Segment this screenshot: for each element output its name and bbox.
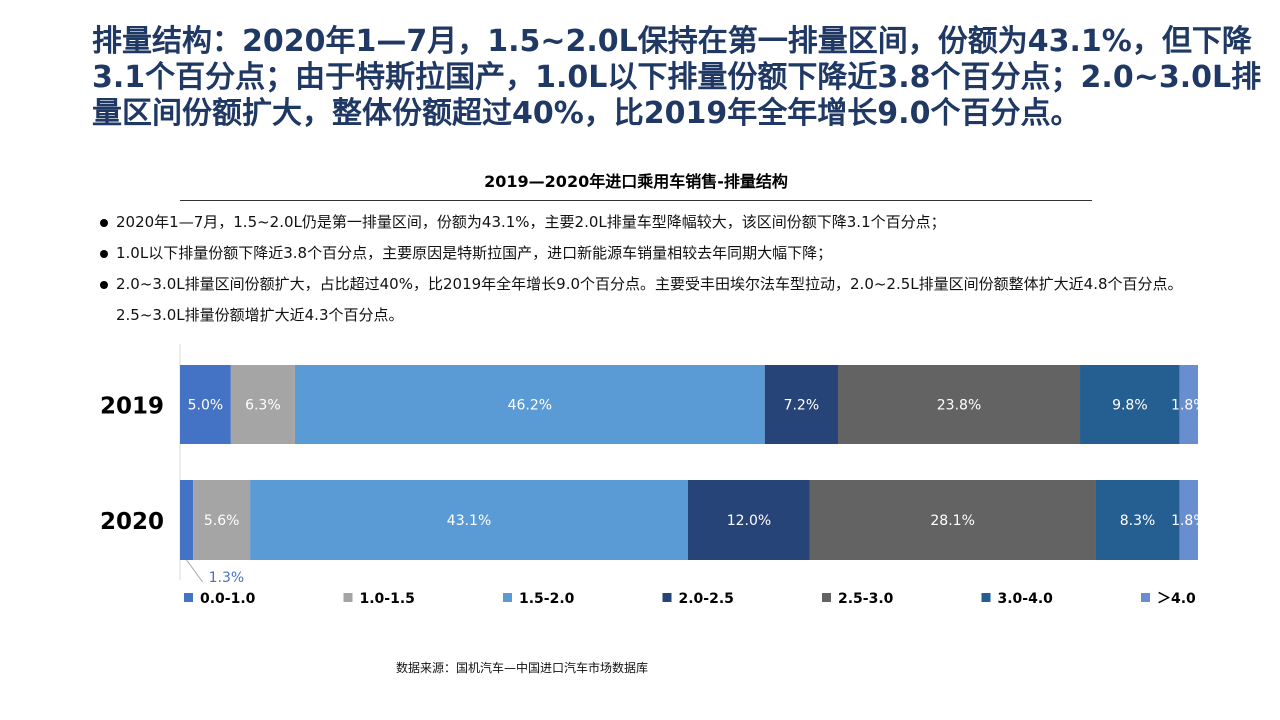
- data-label: 43.1%: [447, 513, 491, 529]
- bar-segment: [809, 480, 1096, 560]
- title-rule: [180, 200, 1092, 201]
- data-label: 23.8%: [937, 398, 981, 414]
- data-label-leader: [186, 559, 204, 583]
- data-label: 46.2%: [508, 398, 552, 414]
- legend-label: 1.5-2.0: [519, 591, 575, 607]
- bar-segment: [193, 480, 251, 560]
- data-label: 28.1%: [930, 513, 974, 529]
- bar-segment: [250, 480, 688, 560]
- bullet-item: 2.0~3.0L排量区间份额扩大，占比超过40%，比2019年全年增长9.0个百…: [100, 269, 1250, 331]
- legend-swatch: [503, 593, 512, 602]
- bar-segment: [764, 365, 838, 444]
- data-label: 1.3%: [209, 570, 245, 586]
- data-label: 9.8%: [1112, 398, 1148, 414]
- legend-label: 2.5-3.0: [838, 591, 894, 607]
- source-note: 数据来源：国机汽车—中国进口汽车市场数据库: [396, 661, 649, 675]
- legend-swatch: [184, 593, 193, 602]
- data-label: 1.8%: [1171, 513, 1207, 529]
- legend-swatch: [662, 593, 672, 602]
- bar-segment: [230, 365, 295, 444]
- data-label: 6.3%: [245, 398, 281, 414]
- legend-label: 0.0-1.0: [200, 591, 256, 607]
- bar-segment: [294, 365, 765, 444]
- data-label: 12.0%: [727, 513, 771, 529]
- legend-label: 1.0-1.5: [360, 591, 415, 607]
- headline: 排量结构：2020年1—7月，1.5~2.0L保持在第一排量区间，份额为43.1…: [92, 24, 1262, 131]
- legend-swatch: [981, 593, 991, 602]
- legend-swatch: [343, 593, 353, 602]
- legend-label: 2.0-2.5: [679, 591, 734, 607]
- bar-segment: [687, 480, 810, 560]
- legend-swatch: [822, 593, 831, 602]
- data-label: 5.6%: [204, 513, 240, 529]
- legend-label: 3.0-4.0: [998, 591, 1054, 607]
- bullet-item: 1.0L以下排量份额下降近3.8个百分点，主要原因是特斯拉国产，进口新能源车销量…: [100, 238, 1250, 269]
- legend-swatch: [1141, 593, 1150, 602]
- bar-segment: [1179, 480, 1198, 560]
- chart-title: 2019—2020年进口乘用车销售-排量结构: [484, 172, 788, 191]
- data-label: 8.3%: [1120, 513, 1156, 529]
- data-label: 7.2%: [784, 398, 820, 414]
- legend-label: ＞4.0: [1157, 591, 1196, 607]
- data-label: 1.8%: [1171, 398, 1207, 414]
- bar-segment: [837, 365, 1081, 444]
- bullet-item: 2020年1—7月，1.5~2.0L仍是第一排量区间，份额为43.1%，主要2.…: [100, 207, 1250, 238]
- bullet-list: 2020年1—7月，1.5~2.0L仍是第一排量区间，份额为43.1%，主要2.…: [100, 207, 1250, 331]
- bar-segment: [1080, 365, 1180, 444]
- bar-segment: [1095, 480, 1180, 560]
- category-label: 2019: [100, 394, 164, 420]
- bar-segment: [1179, 365, 1198, 444]
- bar-segment: [180, 480, 194, 560]
- data-label: 5.0%: [188, 398, 224, 414]
- bar-segment: [180, 365, 231, 444]
- category-label: 2020: [100, 509, 164, 535]
